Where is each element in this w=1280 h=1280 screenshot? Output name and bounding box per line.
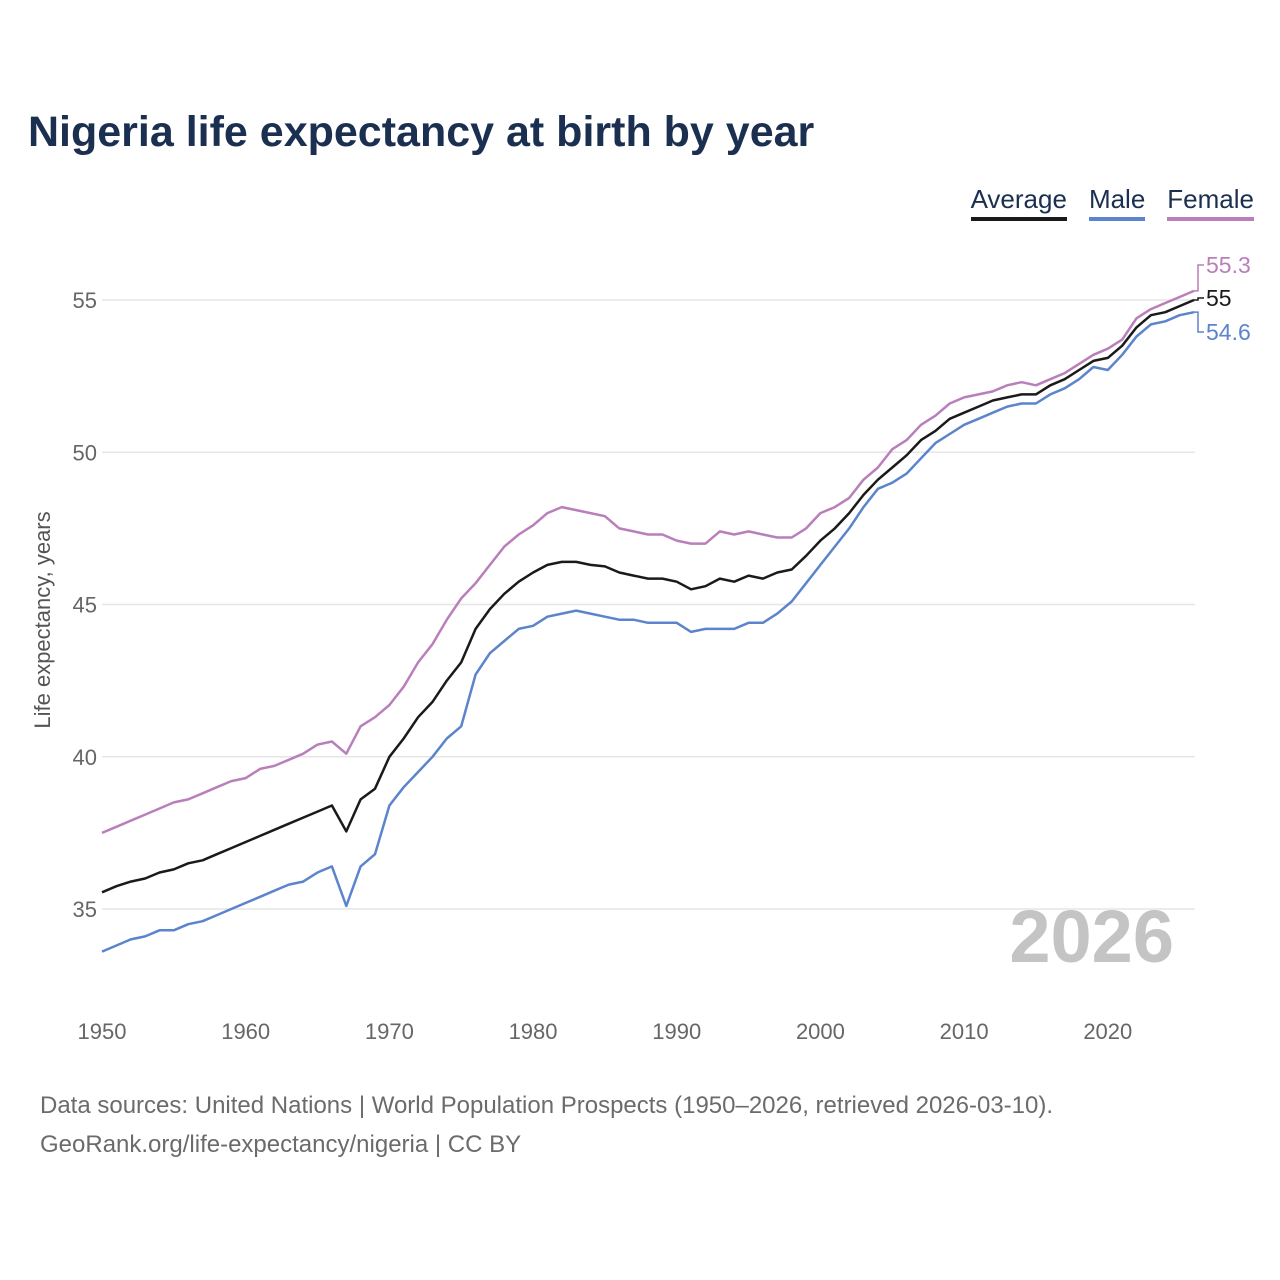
y-tick-label: 50	[73, 440, 97, 465]
chart-title: Nigeria life expectancy at birth by year	[28, 108, 815, 156]
x-tick-label: 1990	[652, 1019, 701, 1044]
data-source-text: Data sources: United Nations | World Pop…	[40, 1092, 1054, 1119]
series-line-average	[101, 298, 1195, 894]
x-tick-label: 1950	[78, 1019, 127, 1044]
x-tick-label: 2010	[940, 1019, 989, 1044]
series-line-female	[101, 289, 1195, 835]
legend-item-male[interactable]: Male	[1088, 184, 1146, 221]
end-label-connector	[1194, 264, 1204, 292]
end-label-connector	[1194, 311, 1204, 333]
x-tick-label: 2000	[796, 1019, 845, 1044]
y-tick-label: 55	[73, 288, 97, 313]
legend-item-average[interactable]: Average	[970, 184, 1067, 221]
legend: Average Male Female	[970, 184, 1254, 221]
x-tick-label: 2020	[1083, 1019, 1132, 1044]
end-label-connector	[1194, 297, 1204, 301]
end-label-average: 55	[1206, 285, 1232, 311]
footer: Data sources: United Nations | World Pop…	[40, 1086, 1053, 1164]
x-tick-label: 1960	[221, 1019, 270, 1044]
x-tick-label: 1970	[365, 1019, 414, 1044]
y-tick-label: 45	[73, 593, 97, 618]
legend-item-female[interactable]: Female	[1167, 184, 1254, 221]
y-tick-label: 35	[73, 897, 97, 922]
end-label-male: 54.6	[1206, 319, 1251, 345]
series-line-male	[101, 310, 1195, 953]
y-axis-label: Life expectancy, years	[30, 511, 55, 728]
end-label-female: 55.3	[1206, 252, 1251, 278]
x-tick-label: 1980	[509, 1019, 558, 1044]
attribution-link[interactable]: GeoRank.org/life-expectancy/nigeria | CC…	[40, 1131, 522, 1158]
watermark-year: 2026	[1009, 895, 1174, 978]
y-tick-label: 40	[73, 745, 97, 770]
